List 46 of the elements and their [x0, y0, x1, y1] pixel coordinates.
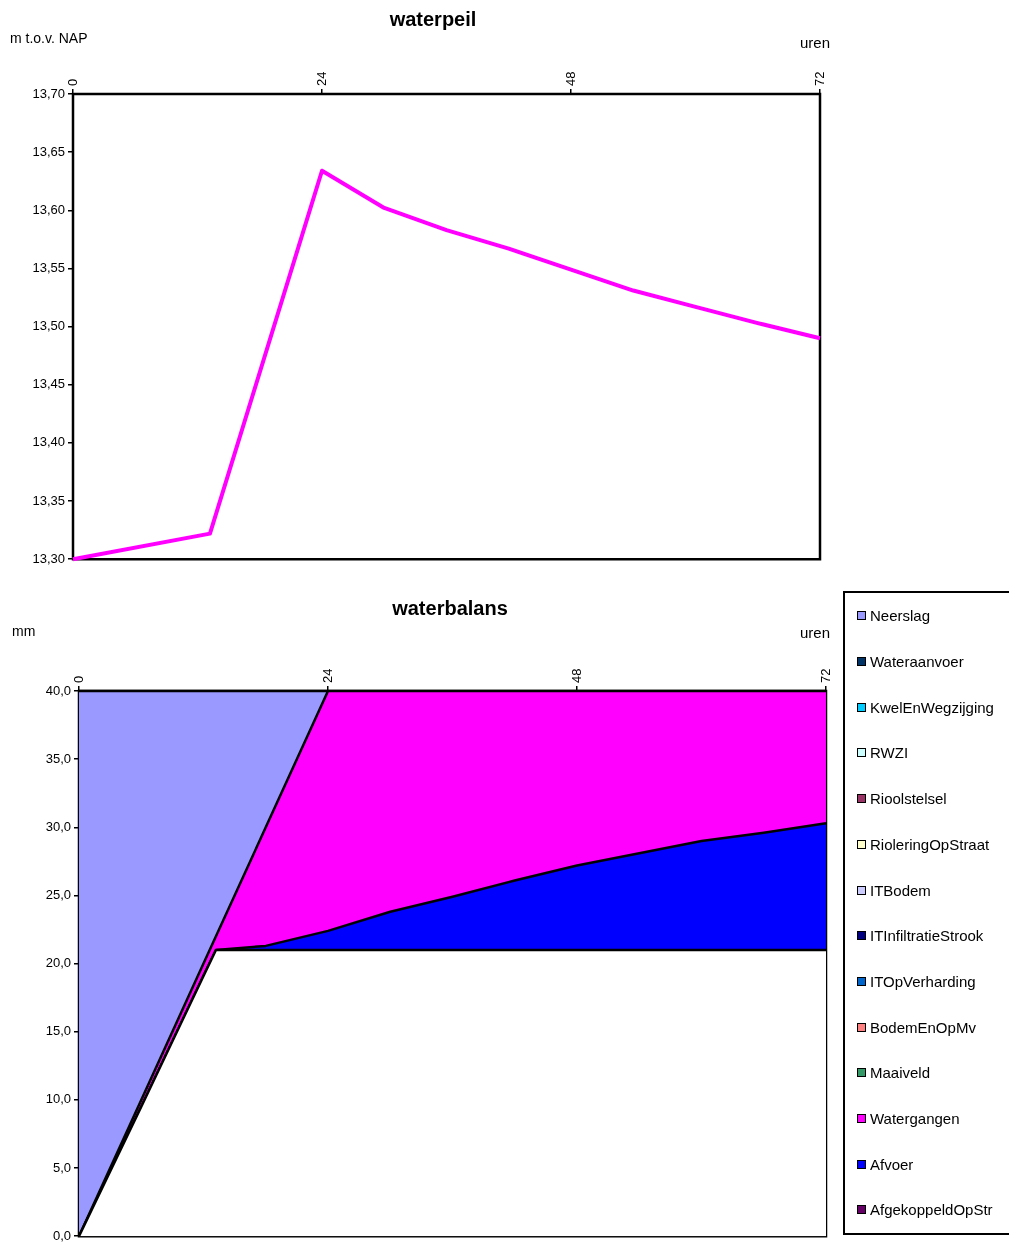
legend-label: Maaiveld — [870, 1064, 931, 1082]
y-tick-label: 13,55 — [32, 260, 65, 276]
legend-label: Rioolstelsel — [870, 790, 947, 808]
legend-label: AfgekoppeldOpStr — [870, 1201, 993, 1219]
legend-label: Neerslag — [870, 607, 931, 625]
legend-label: BodemEnOpMv — [870, 1018, 976, 1036]
x-tick-label: 24 — [313, 71, 329, 86]
y-tick-label: 30,0 — [45, 818, 71, 834]
x-tick-label: 0 — [64, 78, 80, 86]
y-tick-label: 13,70 — [32, 85, 65, 101]
y-tick-label: 10,0 — [45, 1091, 71, 1107]
legend-label: RWZI — [870, 744, 909, 762]
x-tick-label: 48 — [568, 668, 584, 683]
legend-label: ITBodem — [870, 881, 931, 899]
y-axis-title: m t.o.v. NAP — [10, 30, 88, 46]
y-tick-label: 13,35 — [32, 492, 65, 508]
x-tick-label: 72 — [811, 71, 827, 86]
x-tick-label: 24 — [319, 668, 335, 683]
y-tick-label: 35,0 — [45, 750, 71, 766]
y-tick-label: 5,0 — [52, 1159, 71, 1175]
y-tick-label: 20,0 — [45, 955, 71, 971]
y-tick-label: 25,0 — [45, 887, 71, 903]
x-tick-label: 48 — [562, 71, 578, 86]
legend-label: Wateraanvoer — [870, 653, 964, 671]
y-tick-label: 13,50 — [32, 318, 65, 334]
x-axis-title: uren — [798, 624, 830, 641]
y-tick-label: 13,65 — [32, 143, 65, 159]
x-tick-label: 72 — [817, 668, 833, 683]
y-tick-label: 13,60 — [32, 201, 65, 217]
y-tick-label: 13,30 — [32, 550, 65, 566]
chart-title: waterbalans — [391, 597, 509, 620]
legend-label: Watergangen — [870, 1110, 960, 1128]
y-tick-label: 40,0 — [45, 682, 71, 698]
chart-title: waterpeil — [388, 8, 478, 31]
x-tick-label: 0 — [70, 675, 86, 683]
y-tick-label: 13,45 — [32, 376, 65, 392]
legend-label: KwelEnWegzijging — [870, 698, 994, 716]
y-axis-title: mm — [12, 623, 36, 639]
legend-label: RioleringOpStraat — [870, 835, 990, 853]
legend-label: ITInfiltratieStrook — [870, 927, 984, 945]
legend-label: ITOpVerharding — [870, 972, 976, 990]
y-tick-label: 0,0 — [52, 1227, 71, 1243]
y-tick-label: 15,0 — [45, 1023, 71, 1039]
x-axis-title: uren — [798, 34, 830, 51]
legend-label: Afvoer — [870, 1155, 914, 1173]
y-tick-label: 13,40 — [32, 434, 65, 450]
